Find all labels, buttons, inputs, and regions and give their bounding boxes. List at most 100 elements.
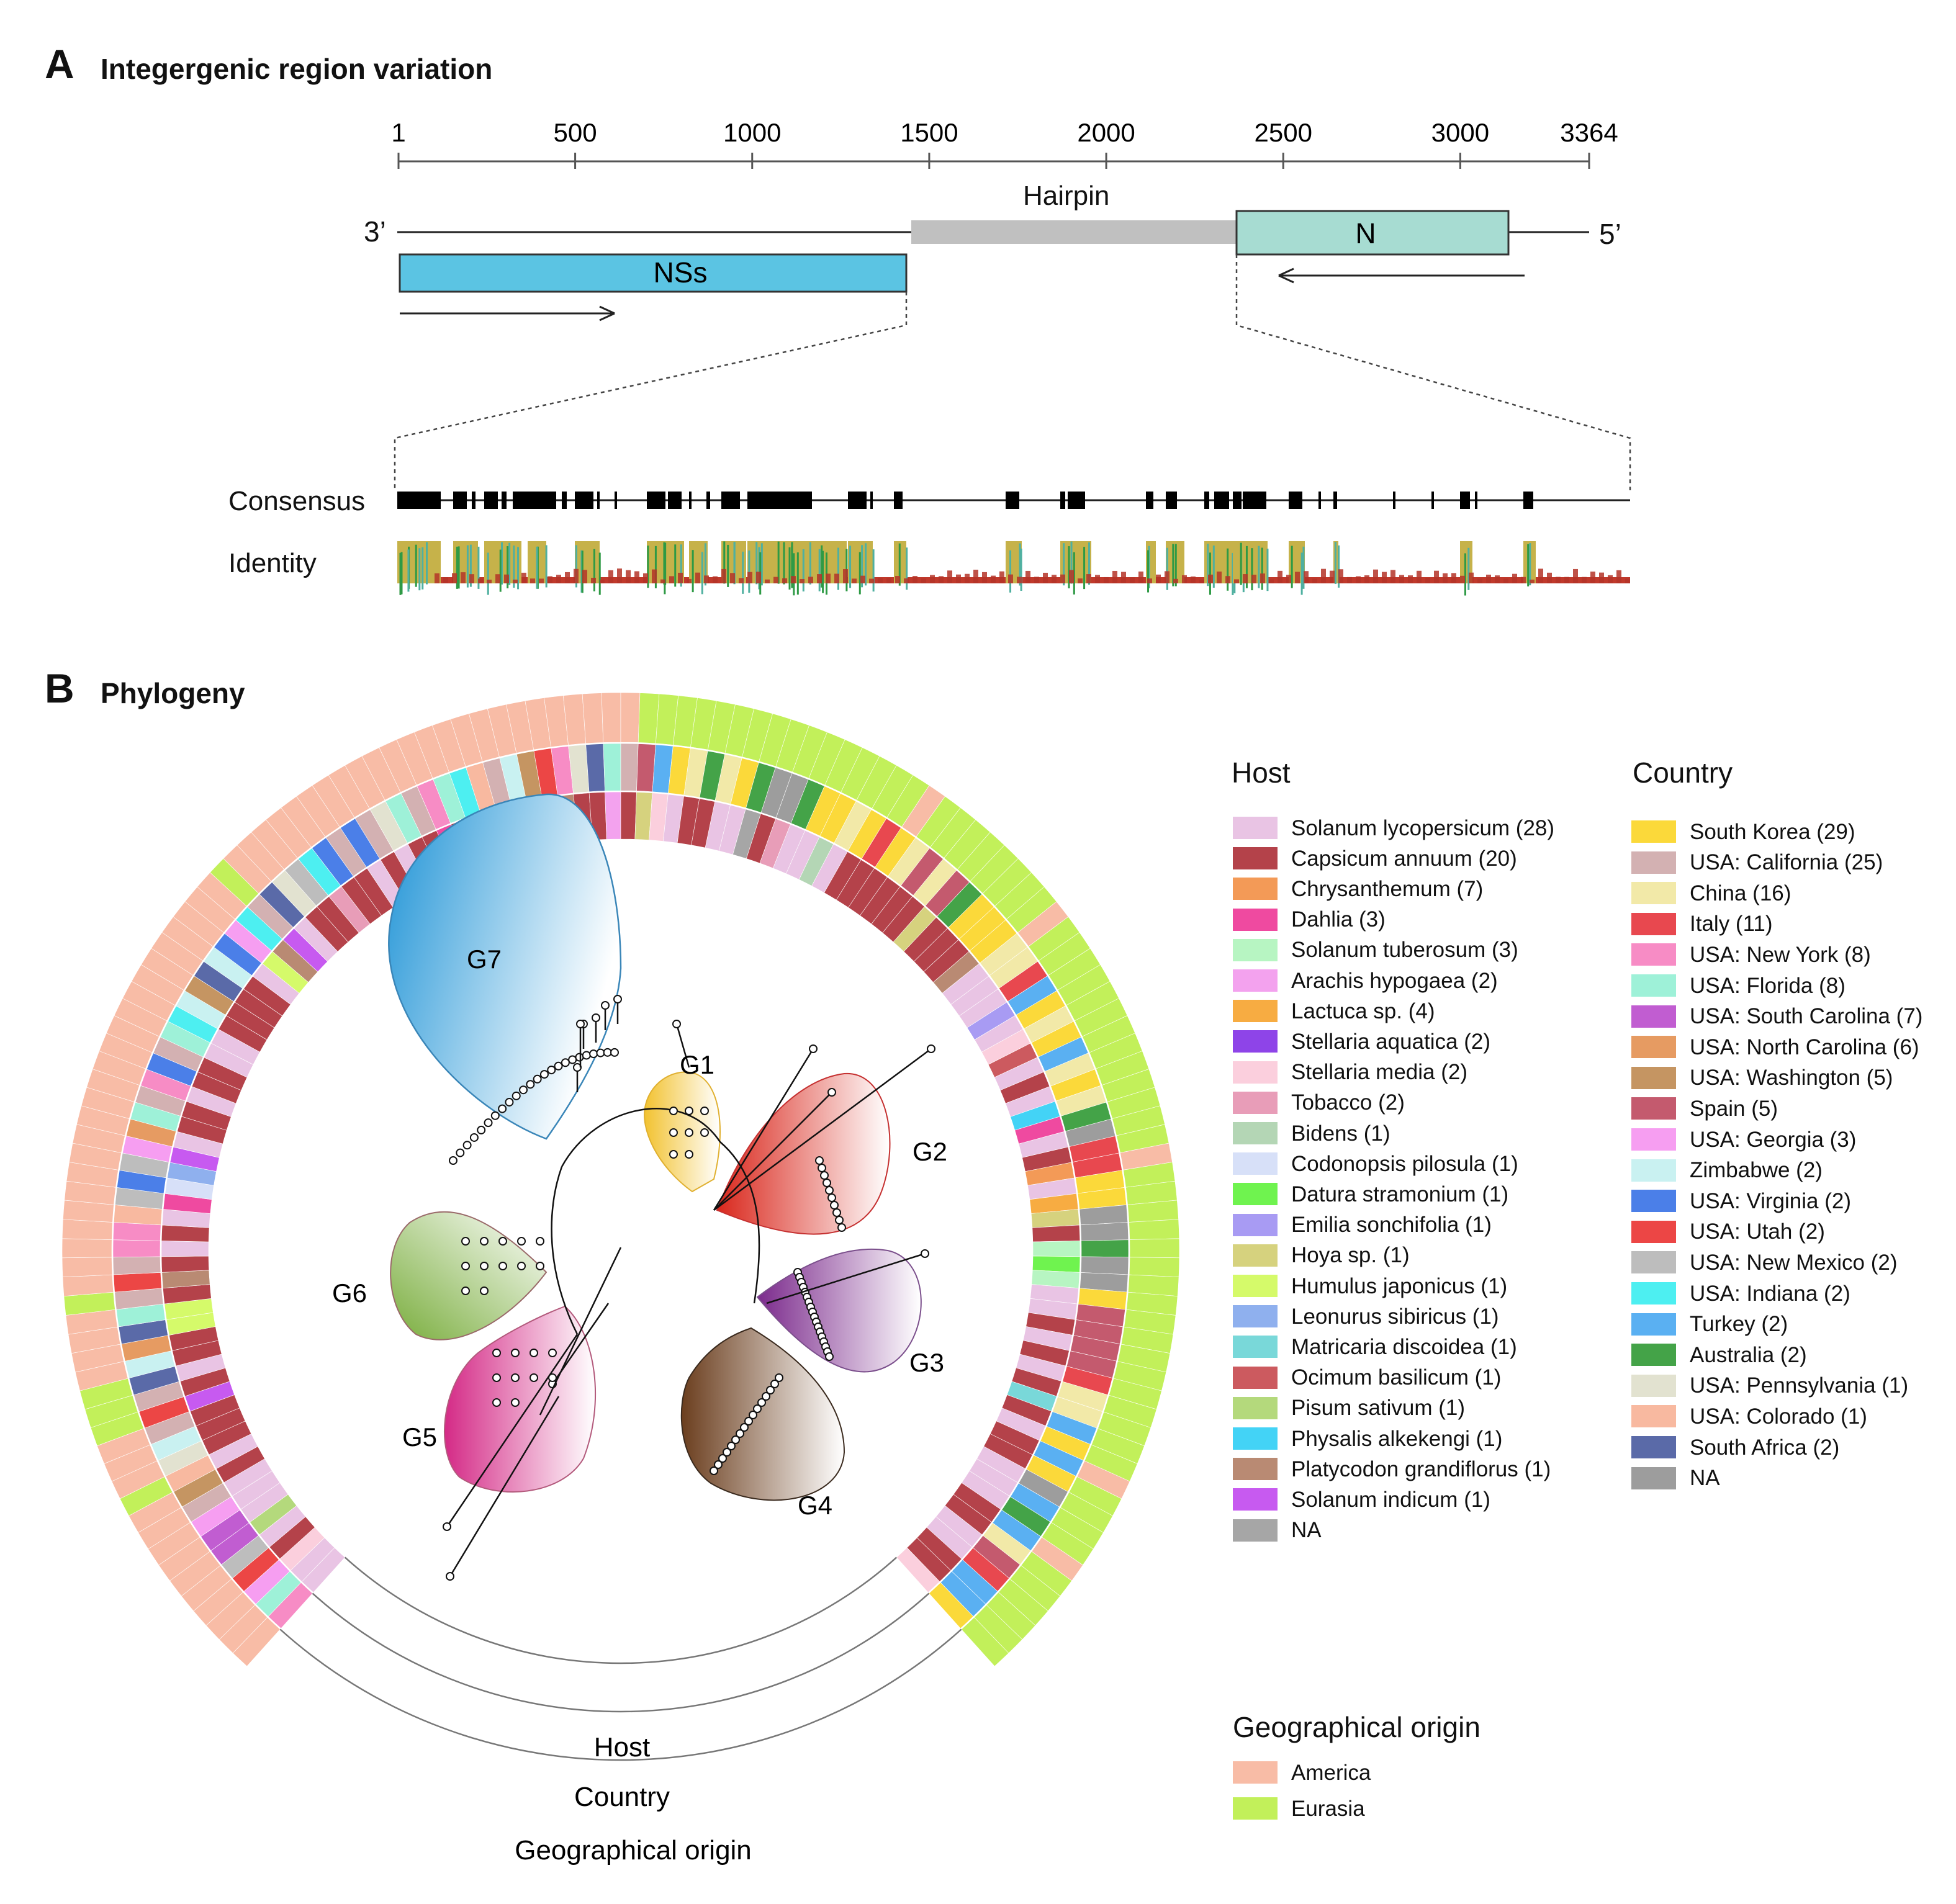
consensus-block [1393, 492, 1395, 509]
ring-label-host: Host [594, 1732, 650, 1763]
host-legend-item: Physalis alkekengi (1) [1233, 1427, 1502, 1450]
identity-low-bar [1616, 570, 1621, 583]
tree-node [480, 1287, 489, 1295]
panel-a-title: Integergenic region variation [101, 53, 493, 85]
country-legend-swatch [1631, 1344, 1676, 1367]
host-legend-label: Emilia sonchifolia (1) [1291, 1213, 1492, 1237]
tree-node [568, 1055, 577, 1064]
country-legend-swatch [1631, 1097, 1676, 1120]
identity-low-bar [1156, 574, 1161, 583]
consensus-block [1233, 492, 1242, 509]
identity-low-bar [1052, 575, 1057, 583]
identity-stripe [399, 552, 402, 595]
identity-low-bar [1017, 577, 1022, 583]
identity-low-bar [800, 578, 804, 583]
ring-segment-origin [620, 692, 641, 743]
consensus-block [575, 492, 593, 509]
host-legend-swatch [1233, 1488, 1278, 1511]
host-legend-swatch [1233, 1458, 1278, 1481]
country-legend-label: USA: New Mexico (2) [1690, 1250, 1898, 1275]
identity-low-bar [478, 578, 483, 583]
country-legend-item: USA: Florida (8) [1631, 974, 1846, 997]
identity-high-block [1060, 541, 1091, 583]
identity-low-bar [1008, 574, 1013, 583]
panel-a-genome-map: 1 500 1000 1500 2000 2500 3000 3364 N NSs [391, 118, 1631, 596]
identity-low-bar [1078, 578, 1083, 583]
identity-low-bar [739, 578, 744, 583]
identity-low-bar [704, 575, 709, 583]
consensus-block [1431, 492, 1434, 509]
identity-stripe [1212, 546, 1215, 588]
ring-segment-host [1032, 1255, 1081, 1273]
consensus-block [1243, 492, 1266, 509]
tree-node [548, 1349, 557, 1357]
identity-stripe [1073, 552, 1075, 595]
identity-stripe [1068, 546, 1070, 589]
host-legend-label: Datura stramonium (1) [1291, 1182, 1509, 1206]
identity-low-bar [1590, 571, 1595, 583]
country-legend-label: Italy (11) [1690, 912, 1773, 936]
identity-low-bar [1208, 574, 1213, 583]
consensus-block [397, 492, 441, 509]
consensus-blocks [397, 492, 1533, 509]
identity-stripe [501, 542, 503, 585]
ruler-tick-label: 2500 [1255, 118, 1312, 147]
consensus-block [848, 492, 867, 509]
identity-low-bar [1443, 573, 1448, 583]
identity-low-bar [582, 570, 587, 583]
host-legend-item: Chrysanthemum (7) [1233, 878, 1483, 900]
consensus-block [1060, 492, 1065, 509]
end-3-prime-label: 3’ [364, 215, 386, 248]
tree-node [672, 1020, 681, 1028]
identity-low-bar [939, 576, 944, 583]
consensus-block [1006, 492, 1019, 509]
ring-segment-country [603, 743, 621, 791]
tree-branch [713, 1092, 832, 1211]
identity-low-bar [1512, 573, 1517, 583]
identity-low-bar [843, 569, 848, 583]
identity-low-bar [521, 572, 526, 583]
country-legend-item: USA: California (25) [1631, 851, 1883, 874]
country-legend-item: USA: Pennsylvania (1) [1631, 1374, 1908, 1397]
country-legend-item: NA [1631, 1466, 1720, 1489]
identity-low-bar [860, 575, 865, 583]
consensus-block [689, 492, 692, 509]
tree-node [492, 1373, 501, 1382]
country-legend-title: Country [1633, 757, 1733, 789]
identity-low-bar [1338, 569, 1343, 583]
identity-low-bar [1460, 575, 1465, 583]
ring-segment-country [112, 1239, 161, 1258]
tree-node [548, 1373, 557, 1382]
tree-branch [449, 1396, 560, 1577]
identity-low-bar [773, 577, 778, 583]
tree-node [669, 1150, 678, 1159]
country-legend-label: USA: California (25) [1690, 850, 1883, 875]
ring-segment-origin [61, 1238, 112, 1259]
identity-low-bar [443, 577, 448, 583]
identity-low-bar [469, 574, 474, 583]
identity-stripe [1172, 544, 1174, 586]
identity-low-bar [1312, 578, 1317, 583]
consensus-block [513, 492, 556, 509]
tree-node [601, 1001, 610, 1010]
identity-low-bar [591, 577, 596, 583]
identity-low-bar [669, 576, 674, 583]
consensus-block [647, 492, 665, 509]
tree-node [823, 1179, 831, 1187]
country-legend-swatch [1631, 1466, 1676, 1489]
tree-branch [539, 1247, 622, 1416]
identity-low-bar [921, 578, 926, 583]
host-legend-item: Stellaria aquatica (2) [1233, 1030, 1490, 1053]
identity-stripe [1300, 552, 1303, 595]
consensus-block [615, 492, 617, 509]
host-legend-item: Pisum sativum (1) [1233, 1396, 1465, 1419]
tree-node [685, 1107, 693, 1115]
country-legend-swatch [1631, 1282, 1676, 1305]
tree-node [492, 1349, 501, 1357]
origin-legend-label: Eurasia [1291, 1796, 1365, 1821]
consensus-block [870, 492, 873, 509]
identity-low-bar [730, 573, 735, 583]
host-legend-swatch [1233, 1000, 1278, 1023]
country-legend-item: Australia (2) [1631, 1344, 1807, 1367]
identity-stripe [825, 552, 827, 595]
